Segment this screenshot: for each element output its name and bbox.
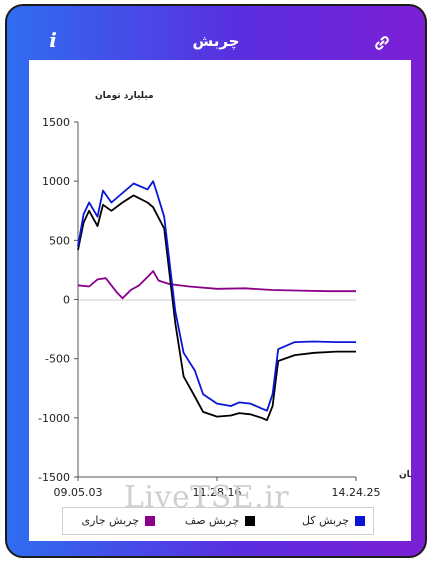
legend-item-total[interactable]: چربش کل	[302, 513, 365, 529]
legend-swatch-total	[355, 516, 365, 526]
legend-item-queue[interactable]: چربش صف	[185, 513, 255, 529]
legend-item-current[interactable]: چربش جاری	[81, 513, 155, 529]
chart-panel: میلیارد تومان زمان 1500 1000 500 0 -500 -1000…	[29, 60, 411, 541]
link-icon	[375, 36, 389, 50]
info-icon: i	[49, 28, 57, 52]
series-line	[77, 180, 356, 412]
line-chart: میلیارد تومان زمان 1500 1000 500 0 -500 -1000…	[38, 91, 411, 499]
title-bar: i چربش	[7, 6, 425, 60]
x-tick-label: 11.28.16	[193, 486, 242, 499]
legend: چربش کل چربش صف چربش جاری	[62, 507, 374, 535]
x-ticks: 09.05.03 11.28.16 14.24.25	[54, 477, 381, 499]
y-tick-label: 500	[49, 234, 70, 247]
series-line	[77, 270, 356, 300]
chart-card: i چربش میلیارد تومان زمان 1500 1000 500 0 -5…	[5, 4, 427, 558]
y-tick-label: 1500	[42, 116, 70, 129]
y-tick-label: 0	[63, 294, 70, 307]
y-tick-label: -500	[45, 353, 70, 366]
y-tick-label: -1500	[38, 471, 70, 484]
legend-swatch-queue	[245, 516, 255, 526]
y-axis-label: میلیارد تومان	[95, 91, 154, 101]
series-line	[77, 194, 356, 422]
y-tick-label: 1000	[42, 175, 70, 188]
link-button[interactable]	[373, 34, 391, 52]
x-tick-label: 14.24.25	[332, 486, 381, 499]
legend-swatch-current	[145, 516, 155, 526]
legend-label-queue: چربش صف	[184, 514, 239, 527]
series-lines	[77, 180, 356, 422]
x-axis-label: زمان	[399, 470, 411, 480]
legend-label-current: چربش جاری	[81, 514, 139, 527]
info-button[interactable]: i	[43, 28, 63, 52]
y-ticks: 1500 1000 500 0 -500 -1000 -1500	[38, 116, 78, 484]
y-tick-label: -1000	[38, 412, 70, 425]
page-title: چربش	[192, 32, 240, 50]
legend-label-total: چربش کل	[301, 514, 349, 527]
x-tick-label: 09.05.03	[54, 486, 103, 499]
